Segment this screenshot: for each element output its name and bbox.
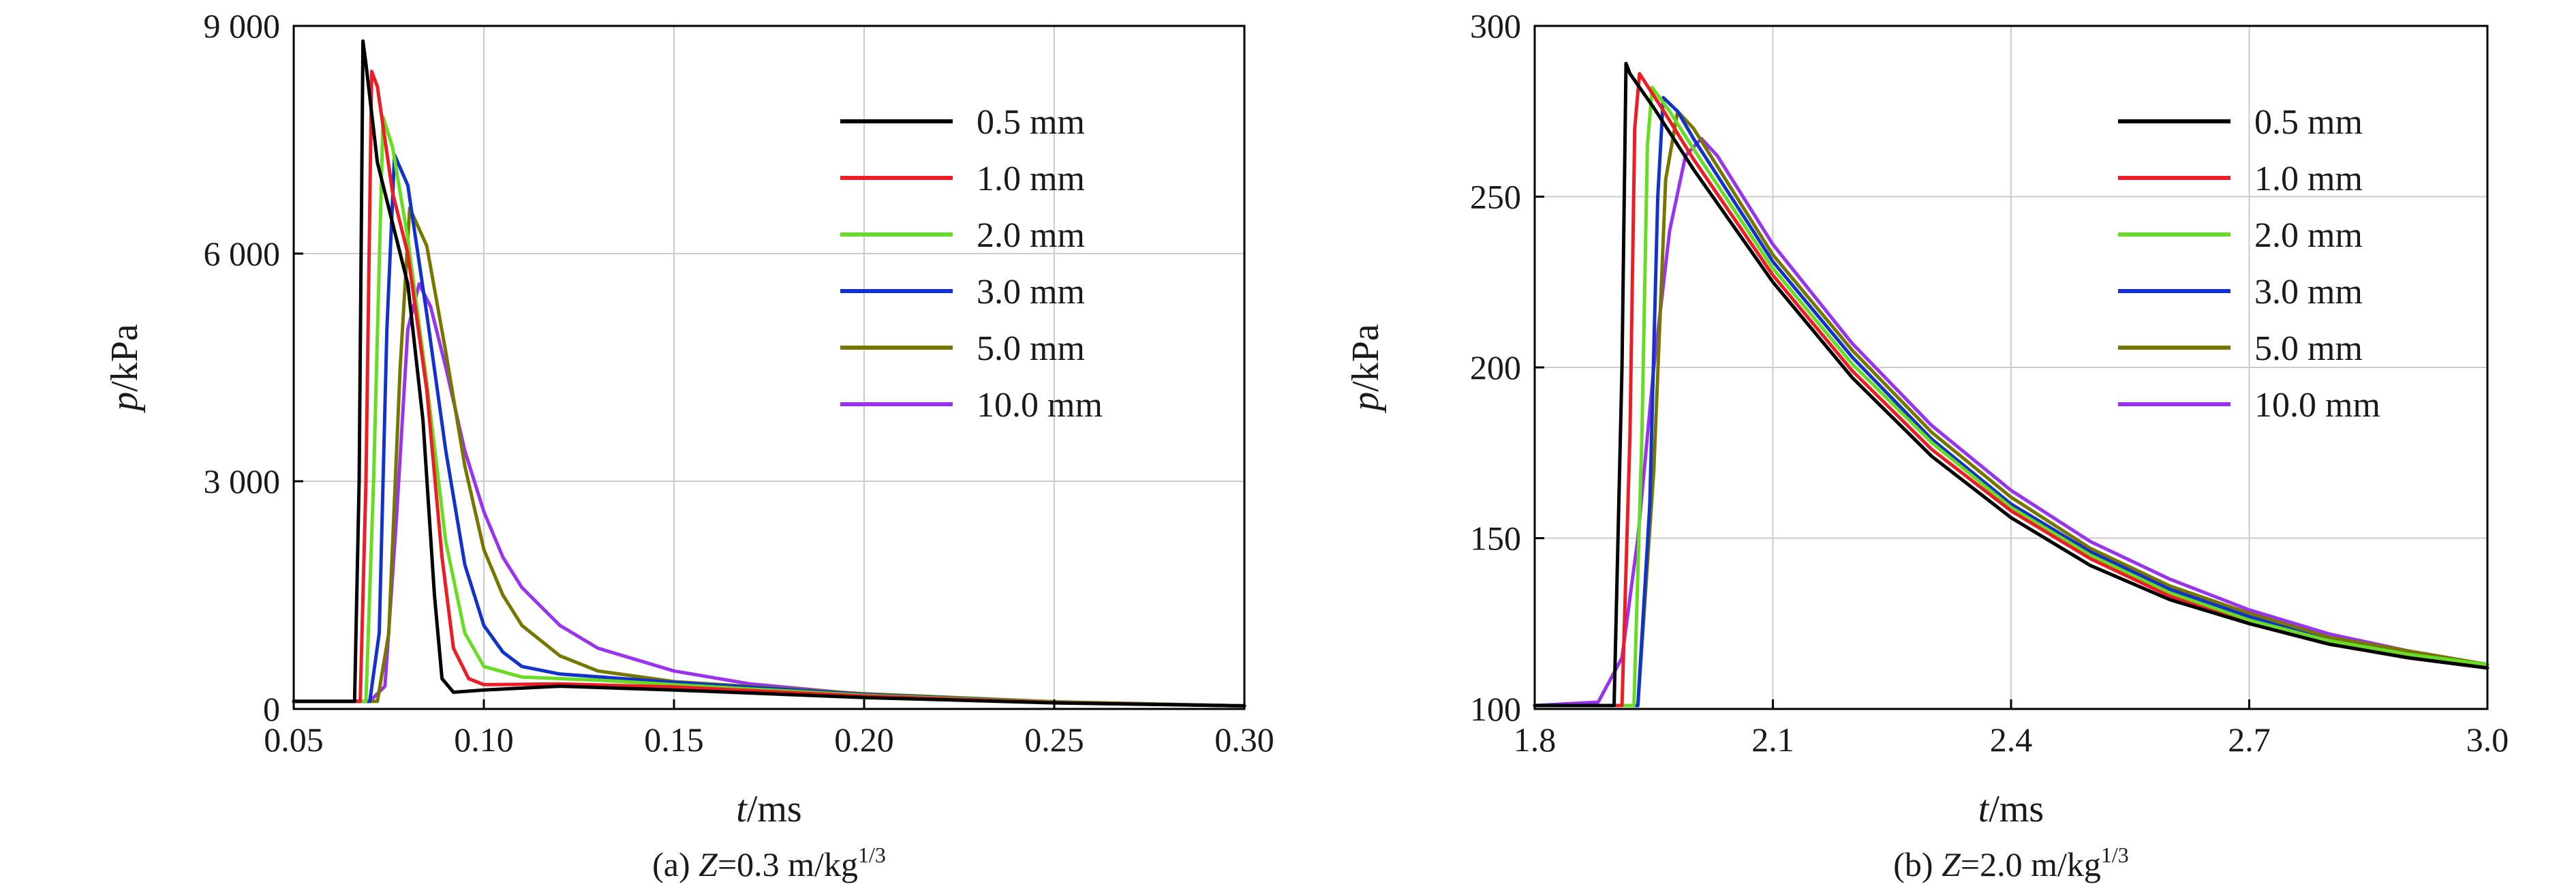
y-tick-label: 250 — [1470, 178, 1521, 216]
legend-label: 5.0 mm — [977, 329, 1085, 368]
legend-label: 0.5 mm — [977, 103, 1085, 142]
x-axis-label-a: t/ms — [736, 788, 801, 830]
y-tick-label: 3 000 — [204, 462, 281, 500]
legend-label: 3.0 mm — [2254, 273, 2363, 312]
y-tick-label: 100 — [1470, 690, 1521, 728]
series-line-0-5-mm — [1533, 61, 2489, 708]
y-tick-label: 150 — [1470, 519, 1521, 558]
x-tick-label: 2.4 — [1990, 721, 2033, 759]
caption-exp-b: 1/3 — [2101, 843, 2129, 867]
caption-var-b: Z — [1942, 845, 1961, 883]
legend-a: 0.5 mm 1.0 mm 2.0 mm 3.0 mm 5.0 mm 10.0 mm — [840, 103, 1103, 425]
ticks-b: 1.8 2.1 2.4 2.7 3.0 100 150 200 250 300 — [1470, 7, 2509, 759]
x-tick-label: 1.8 — [1514, 721, 1557, 759]
legend-label: 0.5 mm — [2254, 103, 2363, 142]
series-line-0-5-mm — [292, 39, 1246, 708]
caption-b: (b) Z=2.0 m/kg1/3 — [1893, 843, 2129, 883]
x-tick-label: 0.30 — [1214, 721, 1274, 759]
legend-label: 10.0 mm — [977, 386, 1103, 425]
x-tick-label: 0.20 — [834, 721, 894, 759]
panel-a: 0.05 0.10 0.15 0.20 0.25 0.30 0 3 000 6 000 9 000… — [104, 7, 1274, 883]
y-tick-label: 200 — [1470, 348, 1521, 387]
panel-b: 1.8 2.1 2.4 2.7 3.0 100 150 200 250 300 0.5 mm 1.0… — [1345, 7, 2509, 883]
series-line-10-0-mm — [292, 282, 1246, 708]
series-layer-b — [1533, 61, 2489, 708]
y-axis-label-b: p/kPa — [1345, 324, 1387, 414]
y-axis-unit-b: /kPa — [1345, 324, 1387, 392]
y-axis-label-a: p/kPa — [104, 324, 146, 414]
y-axis-var-b: p — [1345, 392, 1387, 414]
y-axis-var-a: p — [104, 392, 146, 414]
legend-label: 10.0 mm — [2254, 386, 2380, 425]
caption-exp-a: 1/3 — [858, 843, 886, 867]
caption-value-b: =2.0 m/kg — [1961, 845, 2101, 883]
x-axis-label-b: t/ms — [1978, 788, 2044, 830]
x-tick-label: 0.25 — [1024, 721, 1084, 759]
y-tick-label: 9 000 — [204, 7, 281, 45]
series-line-1-0-mm — [292, 70, 1246, 708]
x-tick-label: 2.7 — [2228, 721, 2271, 759]
x-axis-unit-a: /ms — [747, 788, 802, 830]
x-tick-label: 2.1 — [1751, 721, 1794, 759]
y-tick-label: 6 000 — [204, 234, 281, 273]
legend-label: 5.0 mm — [2254, 329, 2363, 368]
x-tick-label: 0.05 — [264, 721, 324, 759]
series-line-3-0-mm — [1533, 95, 2489, 708]
x-tick-label: 0.10 — [454, 721, 514, 759]
y-tick-label: 300 — [1470, 7, 1521, 45]
x-axis-var-b: t — [1978, 788, 1990, 830]
caption-var-a: Z — [699, 845, 718, 883]
legend-label: 3.0 mm — [977, 273, 1085, 312]
series-line-5-0-mm — [1533, 109, 2489, 708]
caption-prefix-b: (b) — [1893, 845, 1942, 883]
y-axis-unit-a: /kPa — [104, 324, 146, 392]
caption-value-a: =0.3 m/kg — [718, 845, 858, 883]
series-layer-a — [292, 39, 1246, 708]
plot-frame-a — [292, 25, 1246, 710]
x-axis-var-a: t — [736, 788, 748, 830]
x-tick-label: 0.15 — [644, 721, 704, 759]
caption-a: (a) Z=0.3 m/kg1/3 — [652, 843, 886, 883]
legend-label: 2.0 mm — [2254, 216, 2363, 255]
grid-b — [1535, 26, 2487, 709]
y-tick-label: 0 — [263, 690, 280, 728]
x-axis-unit-b: /ms — [1989, 788, 2044, 830]
series-line-3-0-mm — [292, 153, 1246, 708]
ticks-a: 0.05 0.10 0.15 0.20 0.25 0.30 0 3 000 6 000 9 000 — [204, 7, 1274, 759]
legend-label: 2.0 mm — [977, 216, 1085, 255]
x-tick-label: 3.0 — [2466, 721, 2509, 759]
legend-b: 0.5 mm 1.0 mm 2.0 mm 3.0 mm 5.0 mm 10.0 mm — [2118, 103, 2380, 425]
legend-label: 1.0 mm — [2254, 160, 2363, 198]
series-line-2-0-mm — [1533, 85, 2489, 708]
legend-label: 1.0 mm — [977, 160, 1085, 198]
caption-prefix-a: (a) — [652, 845, 699, 883]
